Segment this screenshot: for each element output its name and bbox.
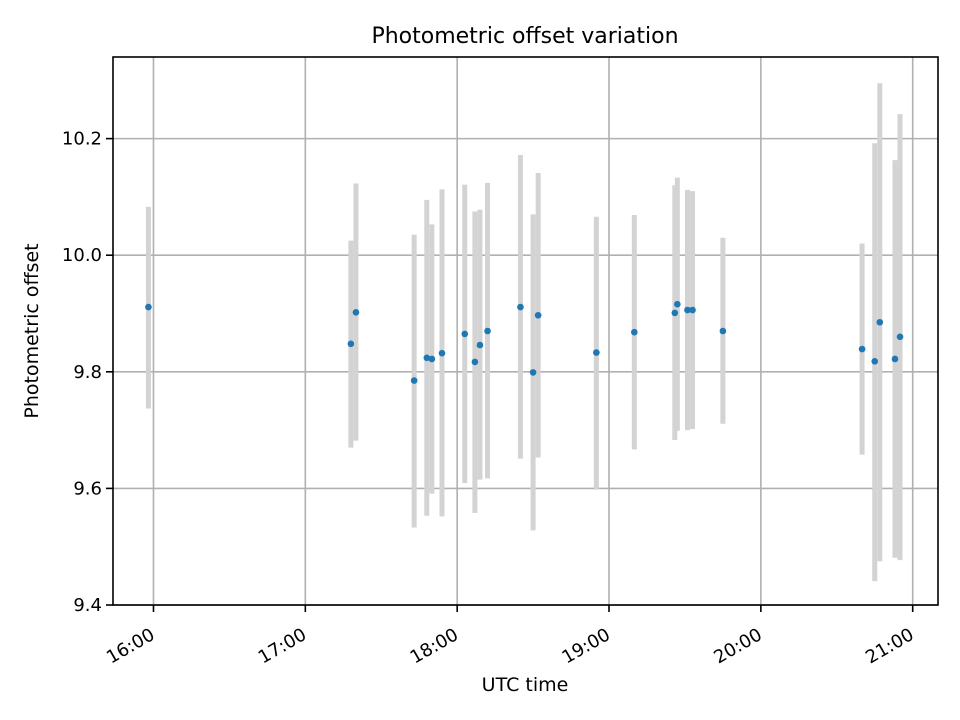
x-axis-label: UTC time bbox=[482, 674, 569, 696]
data-point bbox=[461, 330, 469, 338]
data-point bbox=[876, 318, 884, 326]
data-point bbox=[871, 358, 879, 365]
data-point bbox=[438, 349, 446, 357]
data-point bbox=[858, 345, 866, 353]
data-point bbox=[471, 358, 479, 366]
y-axis-label: Photometric offset bbox=[21, 243, 43, 418]
data-point bbox=[428, 355, 436, 363]
data-point bbox=[593, 349, 600, 356]
data-point bbox=[347, 340, 355, 348]
data-point bbox=[684, 306, 691, 314]
data-point bbox=[896, 333, 904, 341]
data-point bbox=[484, 327, 491, 335]
y-tick-label: 10.2 bbox=[62, 129, 102, 150]
data-point bbox=[891, 355, 899, 363]
data-point bbox=[674, 300, 681, 308]
data-point bbox=[410, 377, 418, 384]
y-axis-ticks: 9.4 9.6 9.8 10.0 10.2 bbox=[62, 129, 113, 616]
data-point bbox=[476, 341, 484, 349]
data-point bbox=[517, 303, 524, 311]
data-point bbox=[534, 311, 542, 319]
y-tick-label: 9.4 bbox=[73, 595, 102, 616]
y-tick-label: 10.0 bbox=[62, 245, 102, 266]
grid bbox=[113, 57, 938, 606]
data-points bbox=[145, 300, 904, 384]
data-point bbox=[719, 327, 727, 335]
data-point bbox=[671, 309, 679, 317]
data-point bbox=[631, 328, 638, 336]
data-point bbox=[423, 354, 431, 362]
plot-frame bbox=[112, 56, 939, 606]
data-point bbox=[529, 369, 537, 376]
data-point bbox=[689, 306, 696, 314]
data-point bbox=[352, 309, 360, 316]
data-point bbox=[145, 303, 152, 311]
y-tick-label: 9.6 bbox=[73, 478, 102, 499]
y-tick-label: 9.8 bbox=[73, 362, 102, 383]
chart-title: Photometric offset variation bbox=[371, 24, 678, 49]
